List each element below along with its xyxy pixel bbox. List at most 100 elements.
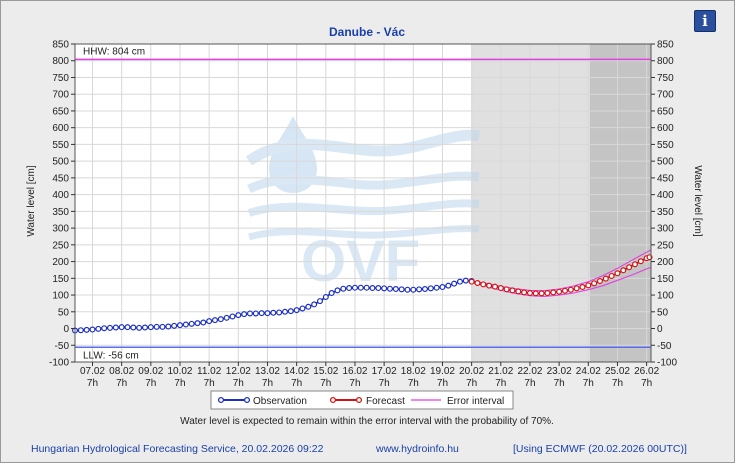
observation-point	[293, 307, 300, 314]
forecast-point	[503, 286, 510, 293]
y-tick-label-left: 700	[52, 90, 69, 101]
observation-point	[410, 286, 417, 293]
reference-lines: HHW: 804 cm LLW: -56 cm	[75, 46, 651, 361]
legend-observation-label: Observation	[253, 396, 307, 407]
y-tick-label-left: -50	[55, 341, 70, 352]
x-tick-date: 24.02	[576, 366, 601, 377]
observation-point	[153, 323, 160, 330]
observation-point	[229, 313, 236, 320]
y-axis-label-left: Water level [cm]	[26, 165, 37, 237]
y-tick-label-right: 500	[657, 157, 674, 168]
legend-observation-marker-1	[217, 396, 225, 404]
forecast-point	[480, 281, 487, 288]
y-tick-label-left: 600	[52, 123, 69, 134]
forecast-point	[573, 285, 580, 292]
observation-point	[328, 290, 335, 297]
x-tick-date: 07.02	[80, 366, 105, 377]
x-tick-hour: 7h	[233, 378, 244, 389]
observation-point	[386, 285, 393, 292]
forecast-point	[474, 280, 481, 287]
footer-source: Hungarian Hydrological Forecasting Servi…	[31, 443, 324, 455]
info-icon: i	[702, 12, 708, 30]
forecast-point	[579, 284, 586, 291]
x-tick-date: 15.02	[313, 366, 338, 377]
observation-point	[211, 317, 218, 324]
forecast-point	[637, 258, 644, 265]
forecast-point	[532, 290, 539, 297]
observation-point	[246, 310, 253, 317]
observation-point	[171, 322, 178, 329]
info-button[interactable]: i	[694, 10, 716, 32]
x-tick-date: 23.02	[547, 366, 572, 377]
observation-point	[106, 324, 113, 331]
observation-point	[101, 325, 108, 332]
y-tick-label-left: 550	[52, 140, 69, 151]
observation-point	[421, 286, 428, 293]
observation-point	[445, 282, 452, 289]
y-tick-label-right: 450	[657, 173, 674, 184]
x-tick-date: 16.02	[342, 366, 367, 377]
x-tick-date: 25.02	[605, 366, 630, 377]
footer-url[interactable]: www.hydroinfo.hu	[375, 443, 459, 455]
x-tick-hour: 7h	[174, 378, 185, 389]
forecast-point	[596, 277, 603, 284]
observation-point	[95, 325, 102, 332]
observation-point	[316, 298, 323, 305]
observation-point	[375, 285, 382, 292]
observation-point	[340, 285, 347, 292]
observation-point	[200, 319, 207, 326]
forecast-point	[550, 289, 557, 296]
chart-title: Danube - Vác	[329, 25, 405, 39]
x-tick-date: 11.02	[197, 366, 222, 377]
observation-point	[252, 310, 259, 317]
x-tick-hour: 7h	[320, 378, 331, 389]
y-tick-label-left: 50	[58, 307, 70, 318]
forecast-point	[515, 288, 522, 295]
x-tick-date: 19.02	[430, 366, 455, 377]
forecast-point	[620, 267, 627, 274]
y-tick-label-left: 750	[52, 73, 69, 84]
observation-point	[147, 324, 154, 331]
error-interval-lower-line	[471, 266, 652, 297]
wave-watermark-2	[247, 171, 480, 194]
y-tick-label-right: 700	[657, 90, 674, 101]
legend-forecast-label: Forecast	[366, 396, 405, 407]
y-tick-label-right: 800	[657, 56, 674, 67]
y-tick-label-right: -50	[657, 341, 672, 352]
observation-point	[416, 286, 423, 293]
observation-point	[258, 310, 265, 317]
x-tick-date: 12.02	[226, 366, 251, 377]
x-tick-hour: 7h	[583, 378, 594, 389]
observation-point	[404, 286, 411, 293]
observation-point	[124, 324, 131, 331]
y-axis-right: -100 -50 0 50 100 150 200 250 300 350 400 450 500 550…	[651, 40, 677, 369]
observation-point	[311, 301, 318, 308]
water-drop-watermark	[269, 116, 317, 193]
reference-line-label: HHW: 804 cm	[83, 46, 145, 57]
x-tick-hour: 7h	[349, 378, 360, 389]
y-tick-label-right: 0	[657, 324, 663, 335]
x-tick-hour: 7h	[145, 378, 156, 389]
x-tick-hour: 7h	[408, 378, 419, 389]
forecast-point	[602, 275, 609, 282]
observation-point	[176, 322, 183, 329]
y-tick-label-left: 200	[52, 257, 69, 268]
y-tick-label-left: 800	[52, 56, 69, 67]
forecast-point	[556, 288, 563, 295]
legend-forecast-marker-1	[329, 396, 337, 404]
forecast-point	[538, 290, 545, 297]
x-tick-date: 10.02	[167, 366, 192, 377]
observation-point	[264, 310, 271, 317]
x-tick-hour: 7h	[466, 378, 477, 389]
y-tick-label-right: 850	[657, 40, 674, 51]
observation-point	[118, 324, 125, 331]
forecast-point	[497, 285, 504, 292]
forecast-point	[526, 290, 533, 297]
y-tick-label-left: 450	[52, 173, 69, 184]
observation-point	[451, 280, 458, 287]
x-tick-hour: 7h	[612, 378, 623, 389]
observation-point	[281, 308, 288, 315]
forecast-point	[491, 283, 498, 290]
y-tick-label-right: 50	[657, 307, 669, 318]
